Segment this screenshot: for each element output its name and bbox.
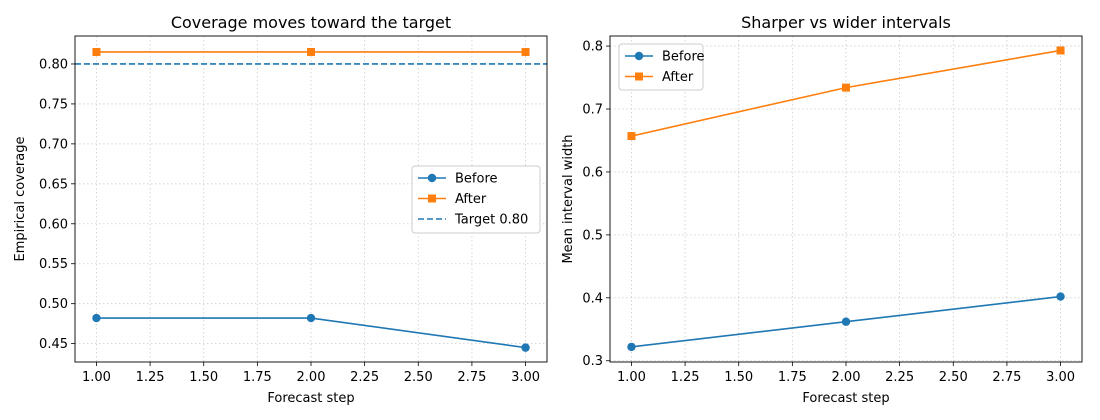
y-tick-label: 0.55 — [39, 257, 68, 272]
plot-frame — [609, 35, 1083, 363]
legend-box — [411, 165, 541, 234]
x-tick-label: 1.25 — [136, 370, 165, 385]
y-tick-label: 0.3 — [582, 354, 603, 369]
data-point-before — [92, 313, 101, 323]
data-point-before — [521, 343, 530, 352]
x-tick-label: 1.50 — [189, 370, 218, 385]
chart-title: Coverage moves toward the target — [171, 13, 451, 32]
y-tick-label: 0.5 — [582, 228, 603, 243]
x-tick-label: 2.00 — [297, 370, 326, 385]
x-tick-label: 1.50 — [724, 370, 753, 385]
data-point-before — [627, 342, 636, 352]
x-tick-label: 1.00 — [82, 370, 111, 385]
y-tick-label: 0.7 — [582, 103, 603, 118]
x-tick-label: 2.25 — [885, 370, 914, 385]
y-tick-label: 0.80 — [39, 57, 68, 72]
data-point-after — [627, 132, 636, 141]
x-tick-label: 2.75 — [992, 370, 1021, 385]
legend-label: Before — [662, 50, 705, 65]
y-tick-label: 0.65 — [39, 177, 68, 192]
legend-swatch-marker — [428, 194, 436, 203]
x-tick-label: 2.00 — [832, 370, 861, 385]
data-point-after — [1056, 46, 1065, 55]
legend-label: After — [662, 70, 694, 85]
chart-panel-1: 1.00 1.25 1.50 1.75 2.00 2.25 2.50 2.75 3.00 0.45… — [13, 13, 548, 406]
legend: Before After Target 0.80 — [411, 165, 541, 234]
y-tick-label: 0.8 — [582, 40, 603, 55]
legend: Before After — [618, 43, 705, 91]
x-tick-label: 2.75 — [457, 370, 486, 385]
x-axis-label: Forecast step — [802, 391, 889, 406]
data-point-after — [521, 47, 530, 56]
legend-label: After — [455, 192, 487, 207]
y-tick-label: 0.75 — [39, 97, 68, 112]
chart-panel-2: 1.00 1.25 1.50 1.75 2.00 2.25 2.50 2.75 3.00 0.3 0… — [561, 13, 1083, 406]
data-point-before — [841, 317, 851, 326]
x-tick-label: 2.50 — [404, 370, 433, 385]
data-point-after — [92, 47, 101, 56]
x-tick-label: 1.25 — [671, 370, 700, 385]
y-tick-label: 0.6 — [582, 165, 603, 180]
y-tick-label: 0.50 — [39, 297, 68, 312]
x-tick-label: 1.00 — [617, 370, 646, 385]
x-tick-label: 1.75 — [243, 370, 272, 385]
data-point-before — [1056, 292, 1065, 301]
y-tick-label: 0.70 — [39, 137, 68, 152]
legend-swatch-marker — [634, 51, 644, 61]
y-tick-label: 0.45 — [39, 337, 68, 352]
x-tick-label: 2.50 — [939, 370, 968, 385]
x-tick-label: 3.00 — [511, 370, 540, 385]
data-point-before — [306, 313, 316, 323]
chart-title: Sharper vs wider intervals — [741, 13, 951, 32]
legend-label: Target 0.80 — [454, 213, 528, 228]
y-axis-label: Mean interval width — [561, 134, 576, 263]
y-tick-label: 0.4 — [582, 291, 603, 306]
x-tick-label: 2.25 — [350, 370, 379, 385]
legend-swatch-marker — [635, 72, 643, 81]
plot-frame — [74, 35, 548, 363]
x-tick-label: 1.75 — [778, 370, 807, 385]
data-point-after — [307, 47, 315, 56]
x-axis-label: Forecast step — [267, 391, 354, 406]
y-tick-label: 0.60 — [39, 217, 68, 232]
legend-swatch-marker — [427, 173, 437, 183]
legend-label: Before — [455, 172, 498, 187]
x-tick-label: 3.00 — [1046, 370, 1075, 385]
data-point-after — [842, 83, 850, 92]
y-axis-label: Empirical coverage — [13, 137, 28, 262]
